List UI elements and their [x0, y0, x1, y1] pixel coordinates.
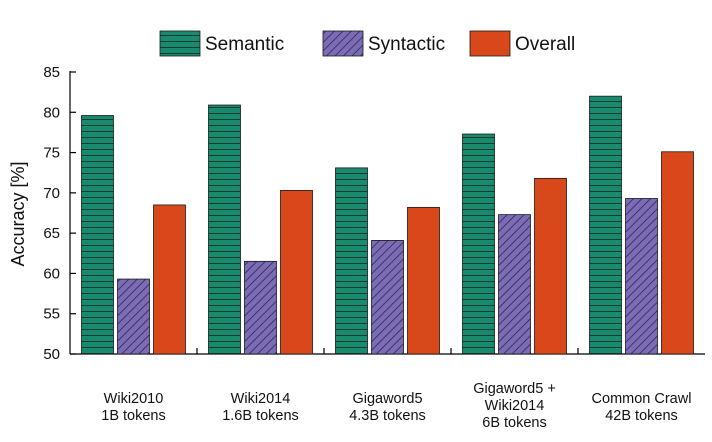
- legend: Semantic Syntactic Overall: [159, 30, 575, 57]
- category-label: Wiki2010: [104, 391, 164, 407]
- category-label: Wiki2014: [231, 391, 291, 407]
- bar-semantic-2: [335, 167, 368, 355]
- bars: [81, 95, 694, 355]
- legend-swatch-semantic: [159, 30, 201, 57]
- category-label: 42B tokens: [605, 408, 678, 424]
- y-tick-label: 85: [43, 64, 60, 81]
- category-label: Wiki2014: [485, 398, 545, 414]
- category-label: Gigaword5 +: [473, 381, 556, 397]
- legend-swatch-syntactic: [322, 30, 364, 57]
- category-label: 4.3B tokens: [349, 408, 426, 424]
- bar-semantic-0: [81, 115, 114, 355]
- bar-overall-1: [280, 190, 313, 355]
- bar-syntactic-3: [498, 214, 531, 355]
- category-label: Gigaword5: [352, 391, 422, 407]
- y-tick-label: 75: [43, 145, 60, 162]
- bar-syntactic-2: [371, 239, 404, 355]
- category-label: 1.6B tokens: [222, 408, 299, 424]
- y-tick-label: 50: [43, 346, 60, 363]
- y-tick-label: 55: [43, 306, 60, 323]
- bar-overall-2: [407, 206, 440, 355]
- bar-overall-0: [153, 204, 186, 355]
- legend-label-syntactic: Syntactic: [368, 34, 445, 55]
- bar-semantic-1: [208, 104, 241, 355]
- legend-label-semantic: Semantic: [205, 34, 284, 55]
- category-label: 6B tokens: [482, 415, 547, 431]
- bar-syntactic-1: [244, 260, 277, 355]
- y-tick-label: 80: [43, 104, 60, 121]
- bar-syntactic-4: [625, 198, 658, 355]
- bar-overall-3: [534, 177, 567, 355]
- bar-overall-4: [661, 151, 694, 355]
- y-axis-title: Accuracy [%]: [8, 161, 28, 266]
- y-tick-label: 65: [43, 225, 60, 242]
- legend-swatch-overall: [469, 30, 511, 57]
- bar-semantic-3: [462, 133, 495, 355]
- bar-semantic-4: [589, 95, 622, 355]
- y-tick-label: 60: [43, 265, 60, 282]
- category-label: 1B tokens: [101, 408, 166, 424]
- legend-label-overall: Overall: [515, 34, 575, 55]
- category-label: Common Crawl: [592, 391, 692, 407]
- bar-syntactic-0: [117, 278, 150, 355]
- y-tick-label: 70: [43, 185, 60, 202]
